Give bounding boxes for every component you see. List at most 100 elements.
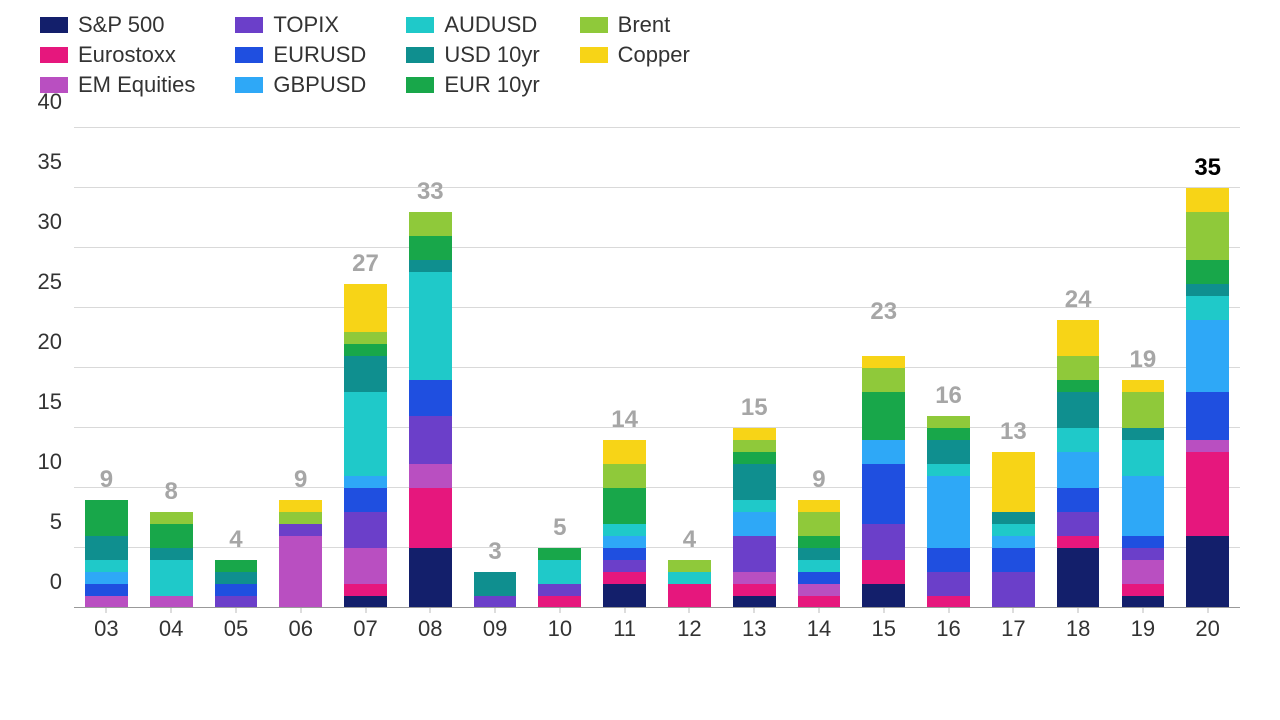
bar-segment-eur10yr — [1057, 380, 1100, 392]
legend-label: GBPUSD — [273, 72, 366, 98]
bar-total-label: 13 — [1000, 418, 1027, 446]
bar-segment-eurostoxx — [733, 584, 776, 596]
x-tick: 15 — [851, 608, 916, 648]
bar-segment-gbpusd — [85, 572, 128, 584]
bar-segment-usd10yr — [344, 356, 387, 392]
bar-segment-copper — [733, 428, 776, 440]
bar-total-label: 4 — [683, 526, 696, 554]
bar-total-label: 15 — [741, 394, 768, 422]
bar-total-label: 3 — [488, 538, 501, 566]
bar-13: 15 — [722, 128, 787, 608]
bar-segment-audusd — [798, 560, 841, 572]
bar-segment-eurostoxx — [668, 584, 711, 608]
bar-segment-em_equities — [733, 572, 776, 584]
legend-swatch — [235, 17, 263, 33]
x-tick: 05 — [204, 608, 269, 648]
bar-segment-eur10yr — [150, 524, 193, 548]
bar-segment-usd10yr — [474, 572, 517, 596]
y-tick: 25 — [38, 269, 62, 295]
x-tick: 09 — [463, 608, 528, 648]
bar-segment-sp500 — [1057, 548, 1100, 608]
legend-item-usd10yr: USD 10yr — [406, 42, 539, 68]
y-axis: 0510152025303540 — [30, 128, 74, 608]
legend-label: AUDUSD — [444, 12, 537, 38]
bar-segment-eurostoxx — [409, 488, 452, 548]
bar-segment-copper — [992, 452, 1035, 512]
stacked-bar-chart: S&P 500EurostoxxEM EquitiesTOPIXEURUSDGB… — [0, 0, 1280, 720]
bar-segment-sp500 — [1186, 536, 1229, 608]
bar-segment-copper — [862, 356, 905, 368]
legend-label: EURUSD — [273, 42, 366, 68]
bar-18: 24 — [1046, 128, 1111, 608]
bar-segment-topix — [992, 572, 1035, 608]
legend-item-topix: TOPIX — [235, 12, 366, 38]
bar-segment-audusd — [992, 524, 1035, 536]
chart-legend: S&P 500EurostoxxEM EquitiesTOPIXEURUSDGB… — [40, 12, 1250, 98]
bar-17: 13 — [981, 128, 1046, 608]
legend-label: EM Equities — [78, 72, 195, 98]
x-tick: 20 — [1175, 608, 1240, 648]
bar-segment-eurostoxx — [1057, 536, 1100, 548]
bar-segment-audusd — [603, 524, 646, 536]
bar-segment-brent — [150, 512, 193, 524]
legend-swatch — [406, 17, 434, 33]
bar-10: 5 — [527, 128, 592, 608]
bar-total-label: 5 — [553, 514, 566, 542]
legend-item-eurostoxx: Eurostoxx — [40, 42, 195, 68]
x-tick: 08 — [398, 608, 463, 648]
bar-segment-topix — [538, 584, 581, 596]
bar-segment-gbpusd — [1186, 320, 1229, 392]
x-tick: 06 — [268, 608, 333, 648]
y-tick: 40 — [38, 89, 62, 115]
bar-total-label: 24 — [1065, 286, 1092, 314]
bar-segment-audusd — [1186, 296, 1229, 320]
bar-stack — [409, 212, 452, 608]
bar-total-label: 27 — [352, 250, 379, 278]
bar-segment-eurusd — [85, 584, 128, 596]
bar-segment-topix — [279, 524, 322, 536]
bars-region: 9849273335144159231613241935 — [74, 128, 1240, 608]
x-tick: 17 — [981, 608, 1046, 648]
bar-segment-usd10yr — [215, 572, 258, 584]
bar-segment-eur10yr — [798, 536, 841, 548]
bar-segment-brent — [668, 560, 711, 572]
x-tick: 04 — [139, 608, 204, 648]
bar-segment-topix — [1057, 512, 1100, 536]
bar-04: 8 — [139, 128, 204, 608]
bar-segment-brent — [1186, 212, 1229, 260]
bar-segment-gbpusd — [1057, 452, 1100, 488]
bar-segment-sp500 — [409, 548, 452, 608]
bar-segment-brent — [409, 212, 452, 236]
bar-segment-eur10yr — [1186, 260, 1229, 284]
x-tick: 16 — [916, 608, 981, 648]
bar-20: 35 — [1175, 128, 1240, 608]
bar-segment-gbpusd — [927, 476, 970, 548]
bar-segment-eurusd — [927, 548, 970, 572]
legend-item-em_equities: EM Equities — [40, 72, 195, 98]
bar-segment-copper — [1122, 380, 1165, 392]
bar-07: 27 — [333, 128, 398, 608]
legend-item-copper: Copper — [580, 42, 690, 68]
bar-segment-eurostoxx — [1122, 584, 1165, 596]
bar-segment-gbpusd — [992, 536, 1035, 548]
bar-segment-em_equities — [1186, 440, 1229, 452]
bar-segment-eurusd — [1122, 536, 1165, 548]
bar-segment-copper — [279, 500, 322, 512]
bar-08: 33 — [398, 128, 463, 608]
bar-stack — [733, 428, 776, 608]
legend-swatch — [406, 47, 434, 63]
bar-segment-copper — [798, 500, 841, 512]
bar-segment-eurostoxx — [1186, 452, 1229, 536]
bar-segment-brent — [862, 368, 905, 392]
bar-segment-usd10yr — [1122, 428, 1165, 440]
bar-stack — [150, 512, 193, 608]
bar-segment-eurusd — [862, 464, 905, 524]
bar-segment-eur10yr — [85, 500, 128, 536]
bar-segment-usd10yr — [150, 548, 193, 560]
bar-segment-audusd — [1057, 428, 1100, 452]
bar-stack — [1122, 380, 1165, 608]
plot-area: 0510152025303540 98492733351441592316132… — [74, 128, 1240, 648]
bar-segment-brent — [733, 440, 776, 452]
x-tick: 19 — [1111, 608, 1176, 648]
bar-segment-usd10yr — [409, 260, 452, 272]
